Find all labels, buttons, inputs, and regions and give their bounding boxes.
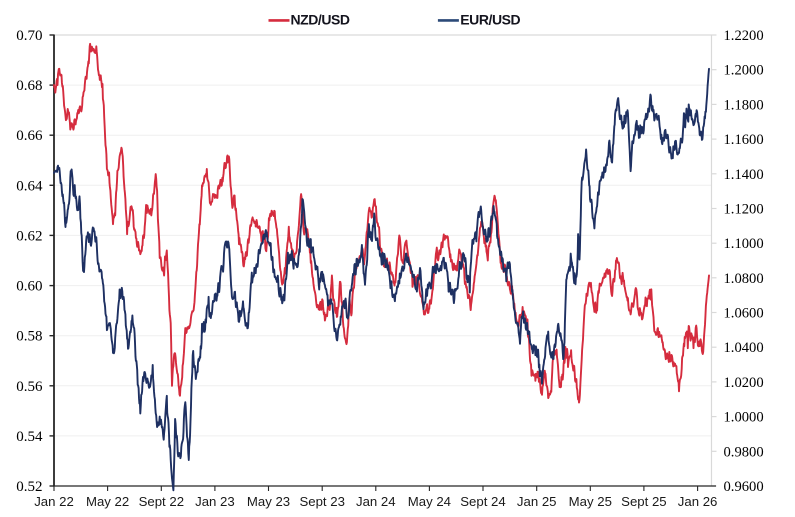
svg-text:Sept 25: Sept 25 bbox=[621, 494, 666, 509]
svg-text:May 24: May 24 bbox=[408, 494, 451, 509]
svg-text:1.1000: 1.1000 bbox=[724, 236, 764, 252]
svg-text:EUR/USD: EUR/USD bbox=[460, 12, 520, 28]
svg-text:0.9800: 0.9800 bbox=[724, 444, 764, 460]
svg-text:May 22: May 22 bbox=[86, 494, 129, 509]
svg-text:May 25: May 25 bbox=[569, 494, 612, 509]
svg-text:Sept 23: Sept 23 bbox=[299, 494, 344, 509]
svg-text:Jan 24: Jan 24 bbox=[356, 494, 396, 509]
svg-text:0.52: 0.52 bbox=[16, 479, 42, 495]
svg-text:Jan 23: Jan 23 bbox=[195, 494, 235, 509]
svg-text:1.1200: 1.1200 bbox=[724, 202, 764, 218]
svg-text:1.0600: 1.0600 bbox=[724, 306, 764, 322]
svg-text:1.0000: 1.0000 bbox=[724, 410, 764, 426]
svg-text:0.66: 0.66 bbox=[16, 128, 43, 144]
svg-text:1.1800: 1.1800 bbox=[724, 97, 764, 113]
svg-text:1.1600: 1.1600 bbox=[724, 132, 764, 148]
svg-text:NZD/USD: NZD/USD bbox=[291, 12, 350, 28]
svg-text:0.58: 0.58 bbox=[16, 329, 42, 345]
svg-text:0.54: 0.54 bbox=[16, 429, 43, 445]
svg-text:0.56: 0.56 bbox=[16, 379, 43, 395]
svg-text:1.2200: 1.2200 bbox=[724, 28, 764, 44]
svg-text:Jan 22: Jan 22 bbox=[34, 494, 74, 509]
svg-text:Sept 22: Sept 22 bbox=[139, 494, 184, 509]
svg-text:0.68: 0.68 bbox=[16, 78, 42, 94]
svg-text:Jan 25: Jan 25 bbox=[517, 494, 557, 509]
svg-text:1.1400: 1.1400 bbox=[724, 167, 764, 183]
svg-text:1.2000: 1.2000 bbox=[724, 63, 764, 79]
svg-text:0.64: 0.64 bbox=[16, 178, 43, 194]
svg-text:Jan 26: Jan 26 bbox=[678, 494, 718, 509]
svg-text:0.70: 0.70 bbox=[16, 28, 42, 44]
svg-text:1.0400: 1.0400 bbox=[724, 340, 764, 356]
svg-text:1.0200: 1.0200 bbox=[724, 375, 764, 391]
svg-text:May 23: May 23 bbox=[247, 494, 290, 509]
svg-text:1.0800: 1.0800 bbox=[724, 271, 764, 287]
svg-text:Sept 24: Sept 24 bbox=[460, 494, 505, 509]
svg-text:0.60: 0.60 bbox=[16, 279, 42, 295]
svg-text:0.9600: 0.9600 bbox=[724, 479, 764, 495]
svg-text:0.62: 0.62 bbox=[16, 228, 42, 244]
